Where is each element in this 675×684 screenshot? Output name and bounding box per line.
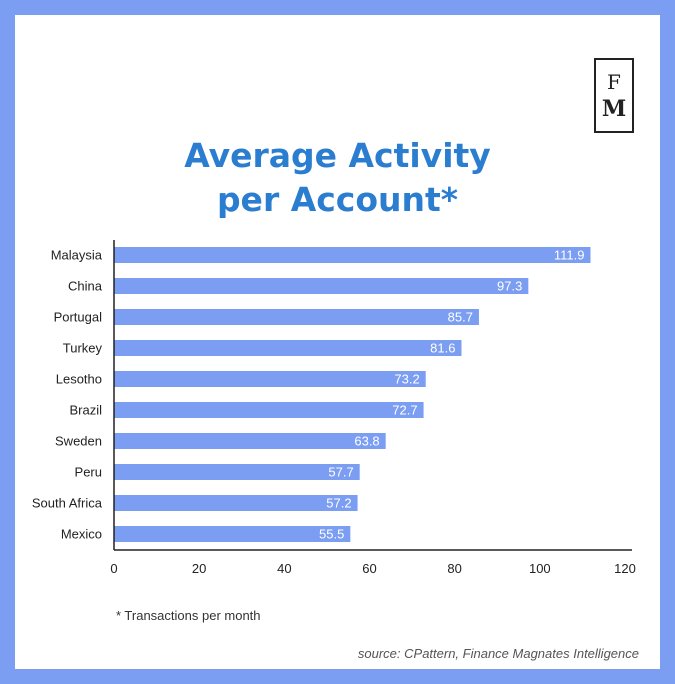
category-label: Turkey <box>63 341 103 356</box>
chart-title: Average Activity per Account* <box>184 136 491 219</box>
bar <box>114 402 424 418</box>
category-label: South Africa <box>32 496 103 511</box>
bar <box>114 464 360 480</box>
bar <box>114 495 358 511</box>
data-label: 97.3 <box>497 279 522 294</box>
x-tick-label: 0 <box>110 561 117 576</box>
chart-card: F M Average Activity per Account* Malays… <box>15 15 660 669</box>
data-label: 57.2 <box>326 496 351 511</box>
category-label: Brazil <box>69 403 102 418</box>
bar <box>114 526 351 542</box>
logo-letter-m: M <box>601 96 627 122</box>
category-label: Portugal <box>54 310 103 325</box>
data-label: 111.9 <box>554 248 585 263</box>
bar <box>114 371 426 387</box>
bar <box>114 278 529 294</box>
data-label: 55.5 <box>319 527 344 542</box>
footnote: * Transactions per month <box>116 608 261 623</box>
x-tick-label: 100 <box>529 561 551 576</box>
bar <box>114 247 591 263</box>
x-tick-label: 80 <box>447 561 461 576</box>
x-tick-label: 20 <box>192 561 206 576</box>
bar <box>114 433 386 449</box>
data-label: 72.7 <box>392 403 417 418</box>
source-note: source: CPattern, Finance Magnates Intel… <box>357 646 639 661</box>
logo-letter-f: F <box>607 70 621 94</box>
category-label: Sweden <box>55 434 102 449</box>
data-label: 85.7 <box>448 310 473 325</box>
data-label: 73.2 <box>394 372 419 387</box>
category-label: Mexico <box>61 527 102 542</box>
fm-logo: F M <box>594 58 634 133</box>
x-tick-label: 60 <box>362 561 376 576</box>
bar-chart: Malaysia 111.9 China 97.3 Portugal 85.7 Turkey… <box>32 240 636 576</box>
category-label: Lesotho <box>56 372 102 387</box>
data-label: 57.7 <box>328 465 353 480</box>
data-label: 63.8 <box>354 434 379 449</box>
category-label: Peru <box>75 465 102 480</box>
x-tick-label: 40 <box>277 561 291 576</box>
bar <box>114 309 479 325</box>
x-tick-label: 120 <box>614 561 636 576</box>
bar <box>114 340 462 356</box>
category-label: Malaysia <box>51 248 103 263</box>
category-label: China <box>68 279 103 294</box>
data-label: 81.6 <box>430 341 455 356</box>
